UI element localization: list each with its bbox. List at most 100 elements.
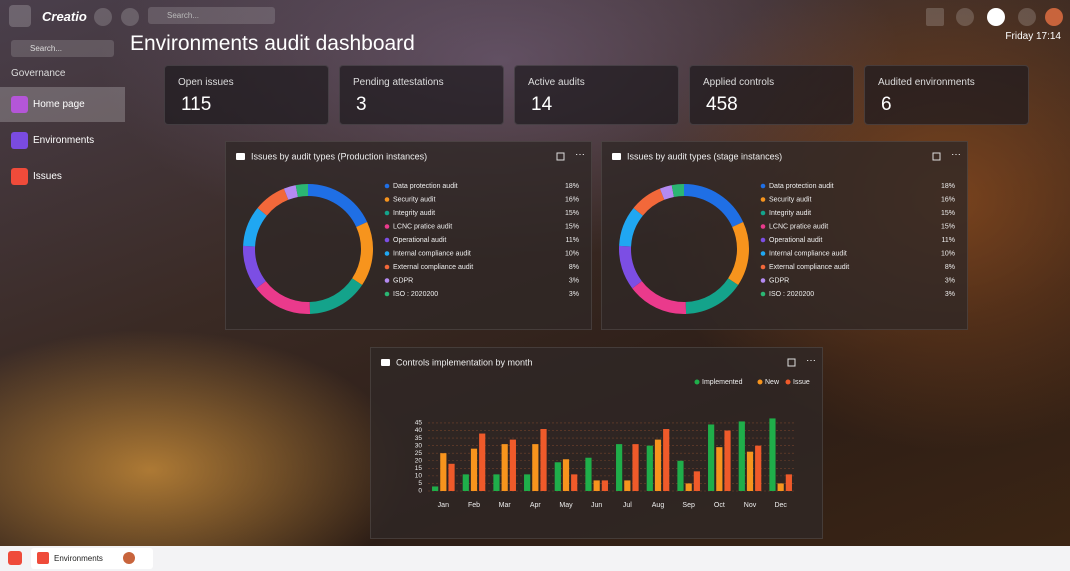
- legend-label: Operational audit: [769, 237, 822, 244]
- legend-label: Issue: [793, 379, 810, 386]
- bar: [501, 444, 508, 491]
- taskbar-logo[interactable]: [8, 551, 22, 565]
- avatar[interactable]: [1045, 8, 1063, 26]
- bar: [524, 474, 531, 491]
- value-label: 3%: [569, 277, 579, 284]
- legend-swatch: [384, 251, 390, 256]
- x-tick-label: Dec: [774, 502, 787, 509]
- legend-swatch: [384, 237, 390, 243]
- nav-icon: [11, 96, 28, 113]
- run-button[interactable]: [94, 8, 112, 26]
- apps-button[interactable]: [9, 5, 31, 27]
- taskbar: Environments: [0, 546, 1070, 571]
- apps-icon[interactable]: [926, 8, 944, 26]
- legend-label: Data protection audit: [393, 183, 458, 190]
- kpi-value: 6: [881, 94, 892, 115]
- kpi-card: Open issues 115: [164, 65, 329, 125]
- notifications[interactable]: [956, 8, 974, 26]
- legend-label: ISO : 2020200: [769, 291, 814, 298]
- sidebar-search[interactable]: Search...: [11, 40, 114, 57]
- legend-label: Operational audit: [393, 237, 446, 244]
- nav-icon: [11, 132, 28, 149]
- bar: [440, 453, 447, 491]
- value-label: 18%: [565, 183, 579, 190]
- legend-swatch: [760, 291, 766, 297]
- value-label: 10%: [565, 250, 579, 257]
- donut-segment: [243, 208, 268, 247]
- legend-label: LCNC pratice audit: [769, 223, 828, 230]
- legend-label: External compliance audit: [769, 264, 849, 271]
- kpi-label: Pending attestations: [353, 77, 444, 88]
- bar: [540, 429, 547, 491]
- kpi-value: 115: [181, 94, 212, 115]
- value-label: 8%: [569, 264, 579, 271]
- donut-segment: [671, 184, 685, 197]
- legend-label: External compliance audit: [393, 264, 473, 271]
- expand-button[interactable]: [787, 358, 796, 367]
- legend-label: Security audit: [769, 196, 811, 203]
- value-label: 8%: [945, 264, 955, 271]
- legend-label: New: [765, 379, 780, 386]
- bar: [738, 421, 745, 491]
- settings[interactable]: [1018, 8, 1036, 26]
- menu-button[interactable]: ⋯: [951, 150, 961, 161]
- taskbar-tab[interactable]: Environments: [31, 548, 153, 569]
- title-icon: [381, 359, 390, 366]
- donut-segment: [619, 208, 644, 247]
- bar: [571, 474, 578, 491]
- donut-segment: [295, 184, 309, 197]
- bar: [432, 486, 439, 491]
- donut-segment: [257, 188, 289, 216]
- donut-segment: [307, 184, 368, 228]
- legend-label: Internal compliance audit: [393, 250, 471, 257]
- legend-swatch: [694, 379, 700, 385]
- chart-title: Controls implementation by month: [396, 357, 533, 367]
- x-tick-label: May: [559, 502, 573, 509]
- menu-button[interactable]: ⋯: [575, 150, 585, 161]
- value-label: 3%: [569, 291, 579, 298]
- bar: [509, 439, 516, 491]
- menu-button[interactable]: ⋯: [806, 356, 816, 367]
- legend-label: Security audit: [393, 196, 435, 203]
- bar: [769, 418, 776, 491]
- bar: [677, 460, 684, 491]
- section-selector[interactable]: Governance: [11, 68, 66, 79]
- datetime: Friday 17:14: [1005, 31, 1061, 42]
- global-search[interactable]: Search...: [148, 7, 275, 24]
- donut-segment: [632, 280, 687, 314]
- bar: [462, 474, 469, 491]
- nav-icon: [11, 168, 28, 185]
- donut-segment: [243, 245, 266, 289]
- legend-swatch: [785, 379, 791, 385]
- value-label: 3%: [945, 291, 955, 298]
- legend-swatch: [384, 197, 390, 202]
- nav-item[interactable]: Home page: [0, 87, 125, 122]
- legend-swatch: [760, 183, 766, 189]
- donut-panel: Issues by audit types (Production instan…: [225, 141, 592, 330]
- y-tick-label: 45: [415, 420, 423, 427]
- legend-label: ISO : 2020200: [393, 291, 438, 298]
- y-tick-label: 5: [418, 480, 422, 487]
- value-label: 15%: [941, 210, 955, 217]
- donut-segment: [683, 184, 744, 228]
- bar: [532, 444, 539, 491]
- nav-item[interactable]: Issues: [0, 159, 125, 194]
- add-button[interactable]: [121, 8, 139, 26]
- x-tick-label: Feb: [468, 502, 480, 509]
- expand-button[interactable]: [932, 152, 941, 161]
- y-tick-label: 20: [415, 457, 423, 464]
- nav-item[interactable]: Environments: [0, 123, 125, 158]
- tab-icon: [37, 552, 49, 564]
- donut-segment: [351, 222, 373, 286]
- help[interactable]: [987, 8, 1005, 26]
- donut-segment: [727, 222, 749, 286]
- value-label: 11%: [942, 237, 956, 244]
- donut-segment: [685, 278, 739, 314]
- page-title: Environments audit dashboard: [130, 32, 415, 55]
- value-label: 16%: [941, 196, 955, 203]
- y-tick-label: 30: [415, 442, 423, 449]
- legend-swatch: [760, 197, 766, 202]
- y-tick-label: 40: [415, 427, 423, 434]
- expand-button[interactable]: [556, 152, 565, 161]
